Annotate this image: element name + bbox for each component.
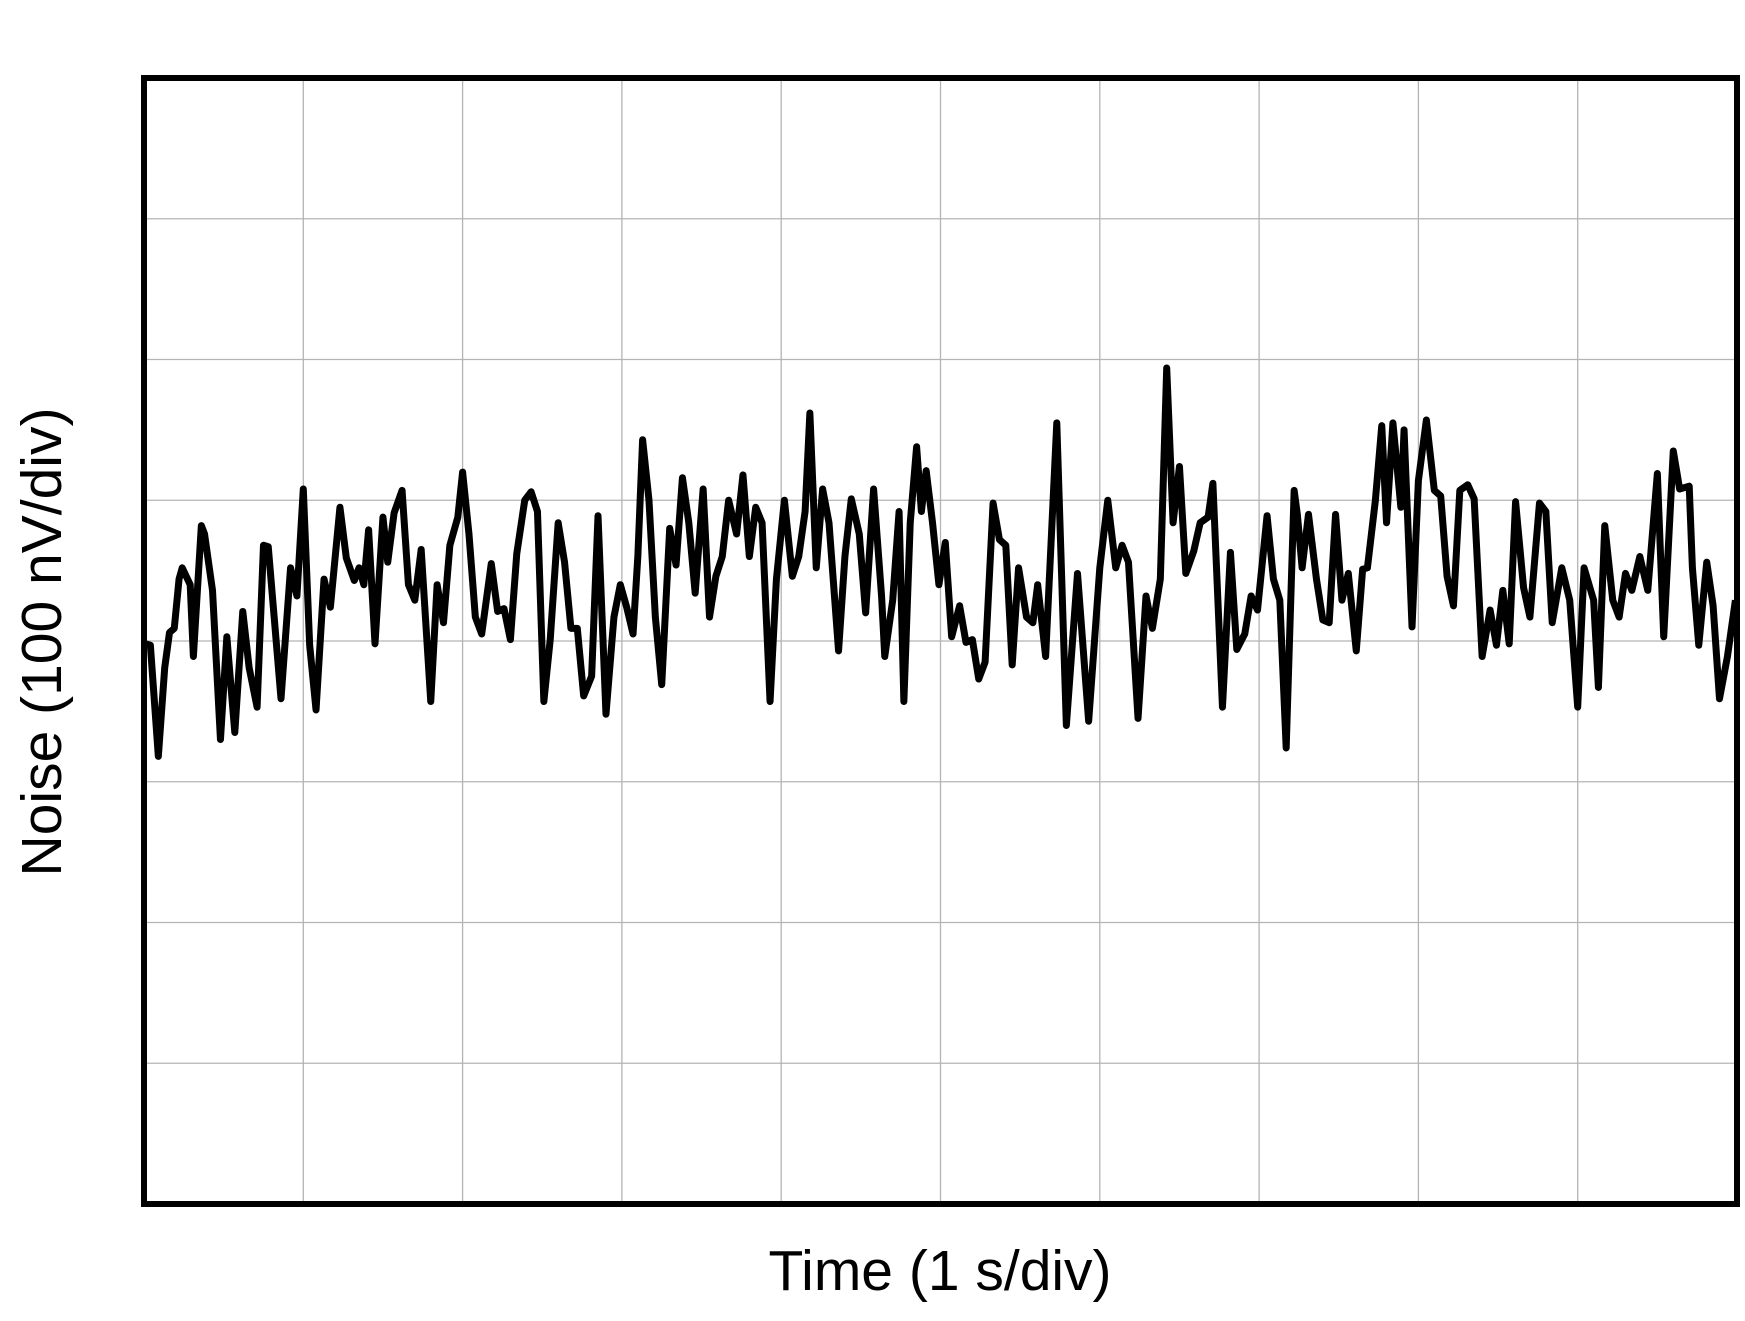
x-axis-title: Time (1 s/div) [768,1239,1111,1303]
y-axis-title: Noise (100 nV/div) [10,408,74,877]
noise-line [144,364,1739,760]
plot-frame [141,75,1740,1207]
